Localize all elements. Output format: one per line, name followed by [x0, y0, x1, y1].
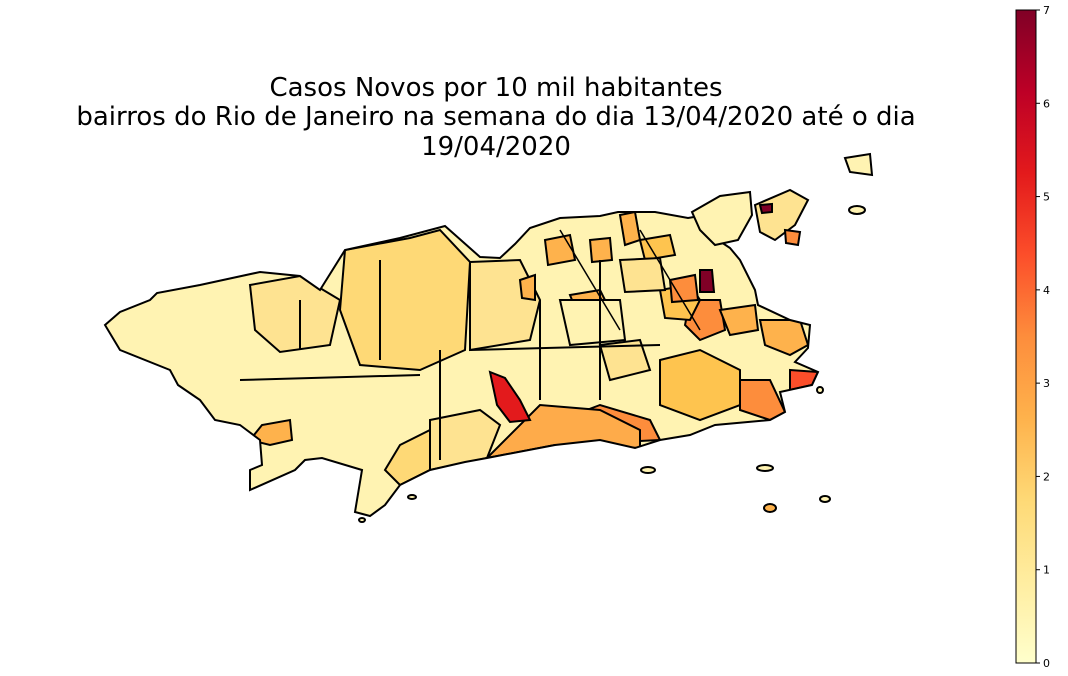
- map-title-line-2: bairros do Rio de Janeiro na semana do d…: [76, 102, 916, 162]
- colorbar-tick-label: 7: [1043, 4, 1050, 17]
- colorbar-tick-label: 4: [1043, 284, 1050, 297]
- colorbar-tick-label: 2: [1043, 470, 1050, 483]
- colorbar-tick-label: 0: [1043, 657, 1050, 670]
- colorbar-tick-label: 6: [1043, 97, 1050, 110]
- colorbar-tick-label: 5: [1043, 191, 1050, 204]
- colorbar-gradient: [1015, 9, 1037, 664]
- choropleth-map: [103, 152, 874, 523]
- colorbar-tick-label: 3: [1043, 377, 1050, 390]
- map-title-line-1: Casos Novos por 10 mil habitantes: [269, 73, 723, 103]
- colorbar-tick-label: 1: [1043, 564, 1050, 577]
